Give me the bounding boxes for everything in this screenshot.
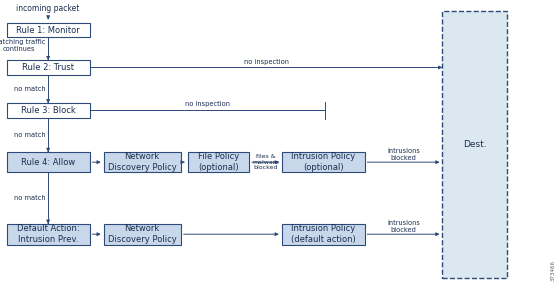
Text: Rule 3: Block: Rule 3: Block bbox=[21, 106, 76, 115]
Text: files &
malware
blocked: files & malware blocked bbox=[252, 154, 279, 170]
Text: incoming packet: incoming packet bbox=[16, 4, 80, 13]
FancyBboxPatch shape bbox=[7, 224, 90, 245]
Text: Dest.: Dest. bbox=[463, 140, 487, 150]
FancyBboxPatch shape bbox=[7, 60, 90, 75]
FancyBboxPatch shape bbox=[188, 152, 249, 172]
Text: Intrusion Policy
(optional): Intrusion Policy (optional) bbox=[291, 152, 355, 172]
Text: Default Action:
Intrusion Prev.: Default Action: Intrusion Prev. bbox=[17, 224, 80, 244]
Text: matching traffic
continues: matching traffic continues bbox=[0, 39, 45, 53]
Text: no match: no match bbox=[14, 195, 45, 201]
FancyBboxPatch shape bbox=[7, 152, 90, 172]
FancyBboxPatch shape bbox=[7, 23, 90, 37]
Text: Rule 4: Allow: Rule 4: Allow bbox=[21, 158, 75, 167]
Text: intrusions
blocked: intrusions blocked bbox=[387, 148, 420, 161]
Text: Rule 1: Monitor: Rule 1: Monitor bbox=[16, 26, 80, 35]
Text: no match: no match bbox=[14, 132, 45, 138]
Text: Network
Discovery Policy: Network Discovery Policy bbox=[108, 152, 176, 172]
Text: no inspection: no inspection bbox=[185, 101, 230, 107]
FancyBboxPatch shape bbox=[282, 224, 365, 245]
Text: 373466: 373466 bbox=[551, 260, 556, 281]
Text: Intrusion Policy
(default action): Intrusion Policy (default action) bbox=[291, 224, 356, 244]
FancyBboxPatch shape bbox=[104, 152, 181, 172]
FancyBboxPatch shape bbox=[7, 103, 90, 118]
Text: File Policy
(optional): File Policy (optional) bbox=[198, 152, 239, 172]
Text: no inspection: no inspection bbox=[244, 59, 288, 65]
Text: Rule 2: Trust: Rule 2: Trust bbox=[22, 63, 74, 72]
Text: Network
Discovery Policy: Network Discovery Policy bbox=[108, 224, 176, 244]
Text: no match: no match bbox=[14, 86, 45, 92]
FancyBboxPatch shape bbox=[282, 152, 365, 172]
FancyBboxPatch shape bbox=[442, 11, 507, 278]
FancyBboxPatch shape bbox=[104, 224, 181, 245]
Text: intrusions
blocked: intrusions blocked bbox=[387, 220, 420, 233]
